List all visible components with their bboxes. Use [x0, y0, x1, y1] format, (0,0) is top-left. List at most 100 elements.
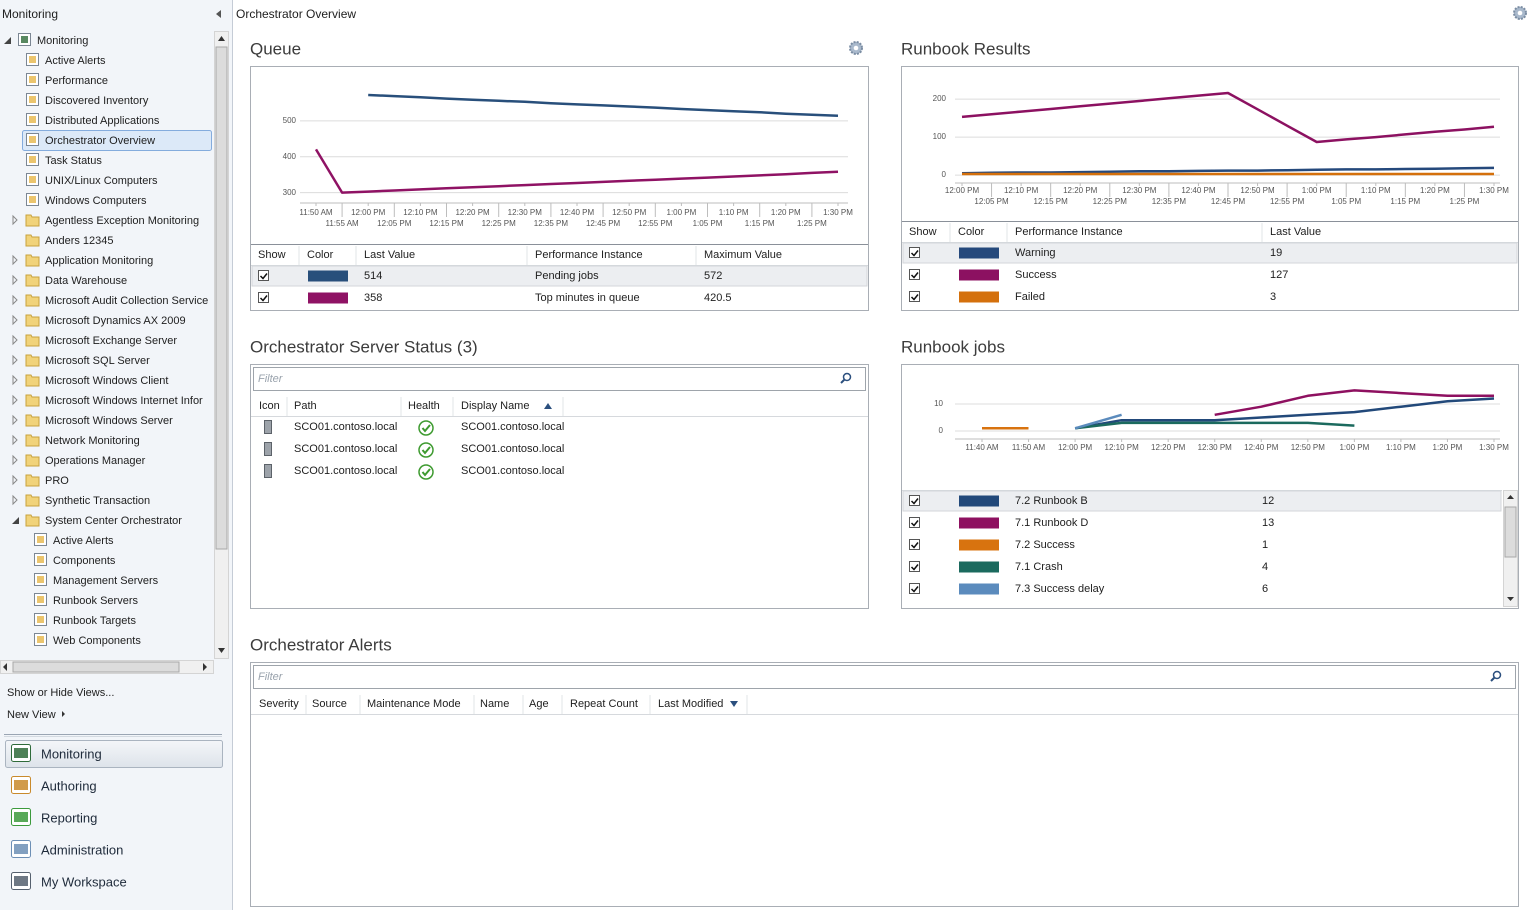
- show-checkbox[interactable]: [258, 292, 269, 303]
- tree-item-label[interactable]: Runbook Targets: [53, 615, 136, 627]
- tree-item-label[interactable]: Distributed Applications: [45, 115, 160, 127]
- scroll-up[interactable]: [1507, 495, 1514, 499]
- nav-link[interactable]: New View: [7, 709, 56, 721]
- scroll-thumb[interactable]: [12, 661, 180, 673]
- scroll-up[interactable]: [218, 36, 225, 41]
- scroll-thumb[interactable]: [215, 46, 228, 550]
- tree-item-label[interactable]: Runbook Servers: [53, 595, 138, 607]
- show-checkbox[interactable]: [909, 269, 920, 280]
- tree-item-label[interactable]: Components: [53, 555, 116, 567]
- tree-item-label[interactable]: Synthetic Transaction: [45, 495, 150, 507]
- collapse-button[interactable]: [216, 10, 221, 18]
- expander[interactable]: [12, 254, 18, 266]
- expander[interactable]: [12, 474, 18, 486]
- column-header[interactable]: Performance Instance: [1015, 226, 1123, 238]
- column-header[interactable]: Age: [529, 698, 549, 710]
- filter-box[interactable]: [253, 367, 866, 391]
- tree-item-label[interactable]: Application Monitoring: [45, 255, 153, 267]
- nav-link[interactable]: Show or Hide Views...: [7, 687, 114, 699]
- filter-placeholder[interactable]: Filter: [258, 373, 284, 385]
- scroll-right[interactable]: [203, 663, 207, 671]
- tree-item-label[interactable]: Active Alerts: [53, 535, 114, 547]
- tree-item-label[interactable]: UNIX/Linux Computers: [45, 175, 158, 187]
- column-header[interactable]: Icon: [259, 400, 280, 412]
- wunderbar-button[interactable]: Reporting: [11, 808, 98, 826]
- column-header[interactable]: Maximum Value: [704, 249, 782, 261]
- tree-item-label[interactable]: Microsoft SQL Server: [45, 355, 150, 367]
- column-header[interactable]: Show: [258, 249, 286, 261]
- column-header[interactable]: Repeat Count: [570, 698, 638, 710]
- column-header[interactable]: Last Modified: [658, 698, 723, 710]
- tree-item-label[interactable]: Agentless Exception Monitoring: [45, 215, 199, 227]
- tree-item-label[interactable]: Microsoft Windows Client: [45, 375, 168, 387]
- show-checkbox[interactable]: [909, 291, 920, 302]
- expander[interactable]: [12, 374, 18, 386]
- wunderbar-label[interactable]: Authoring: [41, 778, 97, 793]
- expander[interactable]: [12, 214, 18, 226]
- scroll-thumb[interactable]: [1504, 506, 1517, 558]
- expander[interactable]: [12, 414, 18, 426]
- scroll-left[interactable]: [3, 663, 7, 671]
- column-header[interactable]: Last Value: [1270, 226, 1321, 238]
- tree-item-label[interactable]: Microsoft Windows Internet Infor: [45, 395, 203, 407]
- wunderbar-button[interactable]: My Workspace: [11, 872, 127, 890]
- show-checkbox[interactable]: [909, 517, 920, 528]
- scroll-down[interactable]: [218, 648, 225, 653]
- tree-item-label[interactable]: Microsoft Exchange Server: [45, 335, 177, 347]
- tree-item-label[interactable]: Operations Manager: [45, 455, 146, 467]
- wunderbar-label[interactable]: Administration: [41, 842, 123, 857]
- tree-item-label[interactable]: System Center Orchestrator: [45, 515, 182, 527]
- scroll-down[interactable]: [1507, 597, 1514, 601]
- tree-item-label[interactable]: Anders 12345: [45, 235, 114, 247]
- wunderbar-button[interactable]: Monitoring: [5, 740, 223, 768]
- tree-item-label[interactable]: Management Servers: [53, 575, 159, 587]
- filter-box[interactable]: [253, 665, 1516, 689]
- expander[interactable]: [12, 494, 18, 506]
- column-header[interactable]: Severity: [259, 698, 299, 710]
- column-header[interactable]: Performance Instance: [535, 249, 643, 261]
- wunderbar-label[interactable]: My Workspace: [41, 874, 127, 889]
- show-checkbox[interactable]: [909, 247, 920, 258]
- tree-item-label[interactable]: Microsoft Windows Server: [45, 415, 173, 427]
- expander[interactable]: [12, 314, 18, 326]
- wunderbar-button[interactable]: Authoring: [11, 776, 97, 794]
- column-header[interactable]: Name: [480, 698, 509, 710]
- show-checkbox[interactable]: [258, 270, 269, 281]
- column-header[interactable]: Color: [958, 226, 985, 238]
- column-header[interactable]: Color: [307, 249, 334, 261]
- column-header[interactable]: Display Name: [461, 400, 529, 412]
- tree-item-label[interactable]: Windows Computers: [45, 195, 147, 207]
- tree-item-label[interactable]: PRO: [45, 475, 69, 487]
- show-checkbox[interactable]: [909, 495, 920, 506]
- expander[interactable]: [12, 354, 18, 366]
- settings-icon[interactable]: [849, 41, 863, 55]
- expander[interactable]: [12, 394, 18, 406]
- column-header[interactable]: Last Value: [364, 249, 415, 261]
- tree-item-label[interactable]: Microsoft Audit Collection Service: [45, 295, 208, 307]
- expander[interactable]: [12, 434, 18, 446]
- tree-item-label[interactable]: Performance: [45, 75, 108, 87]
- search-icon[interactable]: [842, 372, 852, 382]
- tree-item-label[interactable]: Active Alerts: [45, 55, 106, 67]
- expander[interactable]: [12, 454, 18, 466]
- show-checkbox[interactable]: [909, 561, 920, 572]
- tree-item-label[interactable]: Orchestrator Overview: [45, 135, 155, 147]
- tree-item-label[interactable]: Data Warehouse: [45, 275, 127, 287]
- tree-item-label[interactable]: Microsoft Dynamics AX 2009: [45, 315, 186, 327]
- column-header[interactable]: Path: [294, 400, 317, 412]
- settings-icon[interactable]: [1513, 6, 1527, 20]
- expander[interactable]: [12, 274, 18, 286]
- column-header[interactable]: Maintenance Mode: [367, 698, 461, 710]
- tree-item-label[interactable]: Task Status: [45, 155, 102, 167]
- tree-item-label[interactable]: Web Components: [53, 635, 141, 647]
- expander[interactable]: [12, 294, 18, 306]
- wunderbar-label[interactable]: Reporting: [41, 810, 97, 825]
- search-icon[interactable]: [1492, 670, 1502, 680]
- expander[interactable]: [12, 517, 19, 524]
- show-checkbox[interactable]: [909, 539, 920, 550]
- tree-item-label[interactable]: Network Monitoring: [45, 435, 140, 447]
- column-header[interactable]: Health: [408, 400, 440, 412]
- wunderbar-button[interactable]: Administration: [11, 840, 124, 858]
- expander[interactable]: [4, 37, 11, 44]
- tree-item-label[interactable]: Monitoring: [37, 35, 88, 47]
